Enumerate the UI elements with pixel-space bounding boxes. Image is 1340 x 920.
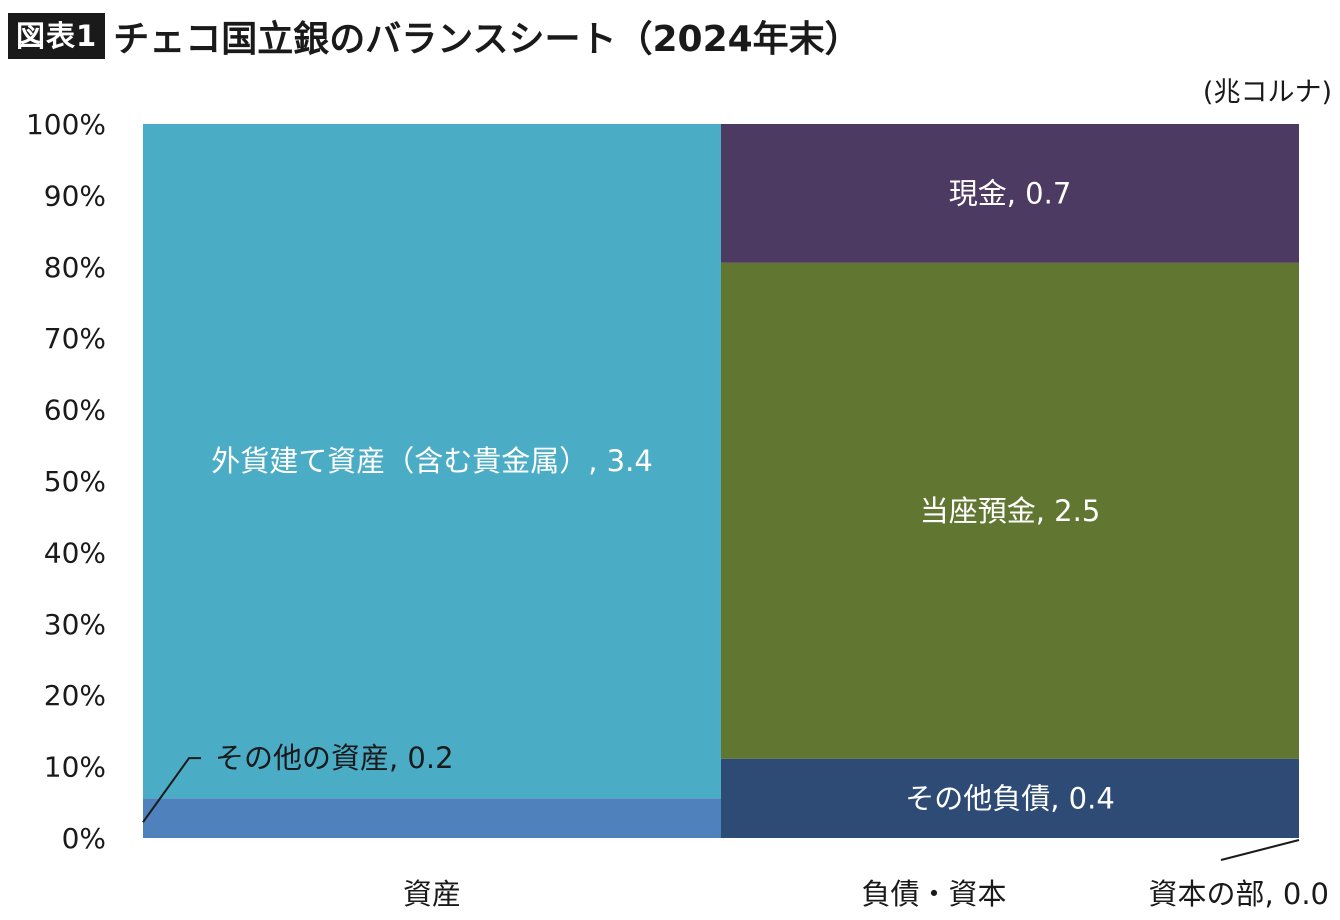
bar-segment: [721, 758, 1299, 838]
bars: [143, 124, 1299, 838]
y-tick-label: 30%: [44, 608, 106, 641]
y-tick-label: 50%: [44, 465, 106, 498]
segment-label: 当座預金, 2.5: [920, 494, 1101, 528]
segment-labels: その他の資産, 0.2 外貨建て資産（含む貴金属）, 3.4 資本の部, 0.0 その…: [142, 176, 1329, 911]
category-labels: 資産 負債・資本: [403, 877, 1007, 911]
bar-segment: [721, 124, 1299, 263]
y-tick-label: 60%: [44, 394, 106, 427]
segment-label: その他の資産, 0.2: [215, 741, 454, 775]
segment-label: 外貨建て資産（含む貴金属）, 3.4: [211, 444, 653, 478]
leader-line: [142, 757, 201, 823]
bar-segment: [143, 798, 721, 838]
leader-line: [1220, 839, 1300, 861]
segment-label: その他負債, 0.4: [905, 781, 1115, 815]
y-tick-label: 100%: [26, 108, 106, 141]
chart-title: チェコ国立銀のバランスシート（2024年末）: [113, 19, 861, 60]
title-bar: 図表1 チェコ国立銀のバランスシート（2024年末）: [8, 8, 861, 64]
segment-label: 現金, 0.7: [949, 176, 1072, 210]
bar-segment: [721, 262, 1299, 759]
y-tick-label: 10%: [44, 751, 106, 784]
unit-label: (兆コルナ): [1202, 77, 1332, 108]
category-label: 資産: [403, 877, 461, 911]
y-tick-label: 70%: [44, 322, 106, 355]
figure-label: 図表1: [8, 13, 106, 59]
y-tick-label: 0%: [62, 822, 106, 855]
category-label: 負債・資本: [861, 877, 1006, 911]
y-tick-label: 40%: [44, 536, 106, 569]
bar-segment: [143, 124, 721, 799]
segment-label: 資本の部, 0.0: [1148, 877, 1329, 911]
y-axis: 0% 10% 20% 30% 40% 50% 60% 70% 80% 90% 100%: [26, 108, 106, 855]
y-tick-label: 90%: [44, 179, 106, 212]
y-tick-label: 20%: [44, 679, 106, 712]
y-tick-label: 80%: [44, 251, 106, 284]
